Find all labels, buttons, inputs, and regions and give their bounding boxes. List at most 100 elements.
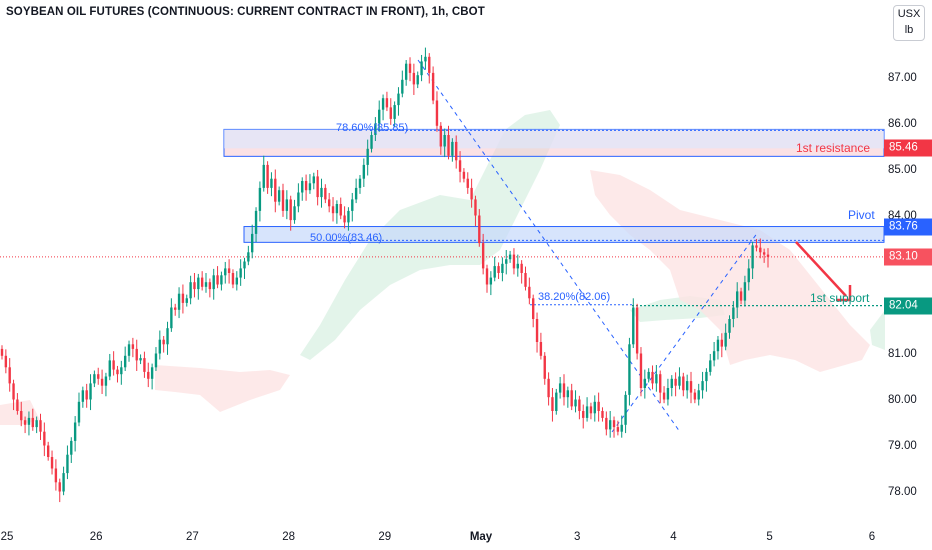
candle-body xyxy=(597,401,600,411)
guide-lines xyxy=(0,59,884,433)
candle-body xyxy=(339,204,342,216)
currency-unit-button[interactable]: USX lb xyxy=(893,5,925,41)
candle-body xyxy=(12,383,15,400)
candle-body xyxy=(351,199,354,211)
candle-body xyxy=(670,378,673,388)
candle-body xyxy=(120,367,123,375)
candle-body xyxy=(451,141,454,156)
candle-body xyxy=(555,392,558,411)
unit-label: lb xyxy=(904,24,914,36)
candle-body xyxy=(608,420,612,430)
candle-body xyxy=(354,187,358,200)
trend-line-down xyxy=(417,59,681,433)
candle-body xyxy=(197,277,200,290)
candle-body xyxy=(566,390,570,398)
candle-body xyxy=(93,374,96,384)
candle-body xyxy=(185,298,188,303)
candle-body xyxy=(227,268,231,273)
candle-body xyxy=(512,254,516,269)
x-tick-label: May xyxy=(469,531,493,543)
arrow-shaft xyxy=(795,241,847,297)
candle-body xyxy=(154,353,158,368)
candle-body xyxy=(358,178,362,188)
candle-body xyxy=(231,273,235,285)
cloud-red-left xyxy=(0,400,40,425)
candle-body xyxy=(143,358,146,372)
candle-body xyxy=(462,171,466,179)
candle-body xyxy=(89,383,92,400)
candle-body xyxy=(216,275,219,285)
candle-body xyxy=(612,420,616,428)
candle-body xyxy=(712,351,716,361)
candle-body xyxy=(501,263,504,273)
candle-body xyxy=(539,342,543,356)
y-tick-label: 86.00 xyxy=(888,117,917,130)
candle-body xyxy=(324,187,327,200)
candle-body xyxy=(162,339,165,345)
price-tag: 82.04 xyxy=(884,297,932,315)
x-tick-label: 4 xyxy=(670,531,677,543)
y-tick-label: 79.00 xyxy=(888,439,917,452)
candle-body xyxy=(150,367,154,379)
candle-body xyxy=(81,390,85,402)
candle-body xyxy=(605,417,608,430)
x-tick-label: 27 xyxy=(185,531,199,543)
candle-body xyxy=(724,332,727,347)
candle-body xyxy=(628,344,631,395)
cloud-red-right xyxy=(590,170,870,372)
candle-body xyxy=(54,468,58,483)
candle-body xyxy=(289,199,292,221)
candle-body xyxy=(601,411,604,418)
candle-body xyxy=(543,355,546,379)
candle-body xyxy=(685,381,689,391)
x-tick-label: 28 xyxy=(282,531,295,543)
candle-body xyxy=(331,206,335,214)
candle-body xyxy=(412,72,416,85)
candle-body xyxy=(393,105,396,119)
candle-body xyxy=(424,56,427,62)
candle-body xyxy=(582,411,585,418)
candle-body xyxy=(274,178,277,202)
candle-body xyxy=(362,164,366,179)
candle-body xyxy=(447,135,450,156)
candle-body xyxy=(505,259,508,264)
fib-500-label: 50.00%(83.46) xyxy=(310,232,383,245)
candle-body xyxy=(489,277,493,285)
x-tick-label: 25 xyxy=(0,531,14,543)
candle-body xyxy=(366,148,369,165)
candle-body xyxy=(254,210,258,234)
candle-body xyxy=(766,254,770,257)
candle-body xyxy=(243,261,246,269)
candle-body xyxy=(97,374,100,379)
candle-body xyxy=(389,107,392,119)
resistance-label: 1st resistance xyxy=(796,141,871,156)
candle-body xyxy=(759,247,762,253)
candle-body xyxy=(439,125,443,147)
candle-body xyxy=(166,328,169,345)
candle-body xyxy=(401,79,404,94)
candle-body xyxy=(212,275,215,290)
candle-body xyxy=(224,268,227,276)
candle-body xyxy=(266,164,269,188)
candle-body xyxy=(416,75,419,85)
candle-body xyxy=(532,298,535,319)
candle-body xyxy=(466,178,469,188)
candle-body xyxy=(678,376,681,386)
candle-body xyxy=(739,291,743,301)
candle-body xyxy=(520,263,523,273)
candle-body xyxy=(408,63,412,73)
candle-body xyxy=(251,233,254,253)
chart-title: SOYBEAN OIL FUTURES (CONTINUOUS: CURRENT… xyxy=(6,6,485,18)
price-tag: 83.10 xyxy=(884,248,932,266)
candle-body xyxy=(235,277,238,285)
candle-body xyxy=(508,254,512,260)
candle-body xyxy=(220,275,223,285)
candle-body xyxy=(716,339,720,352)
candle-body xyxy=(751,245,754,269)
candle-body xyxy=(397,93,400,106)
candle-body xyxy=(762,252,766,255)
candle-body xyxy=(174,307,177,310)
candle-body xyxy=(616,427,620,432)
candle-body xyxy=(58,482,61,492)
